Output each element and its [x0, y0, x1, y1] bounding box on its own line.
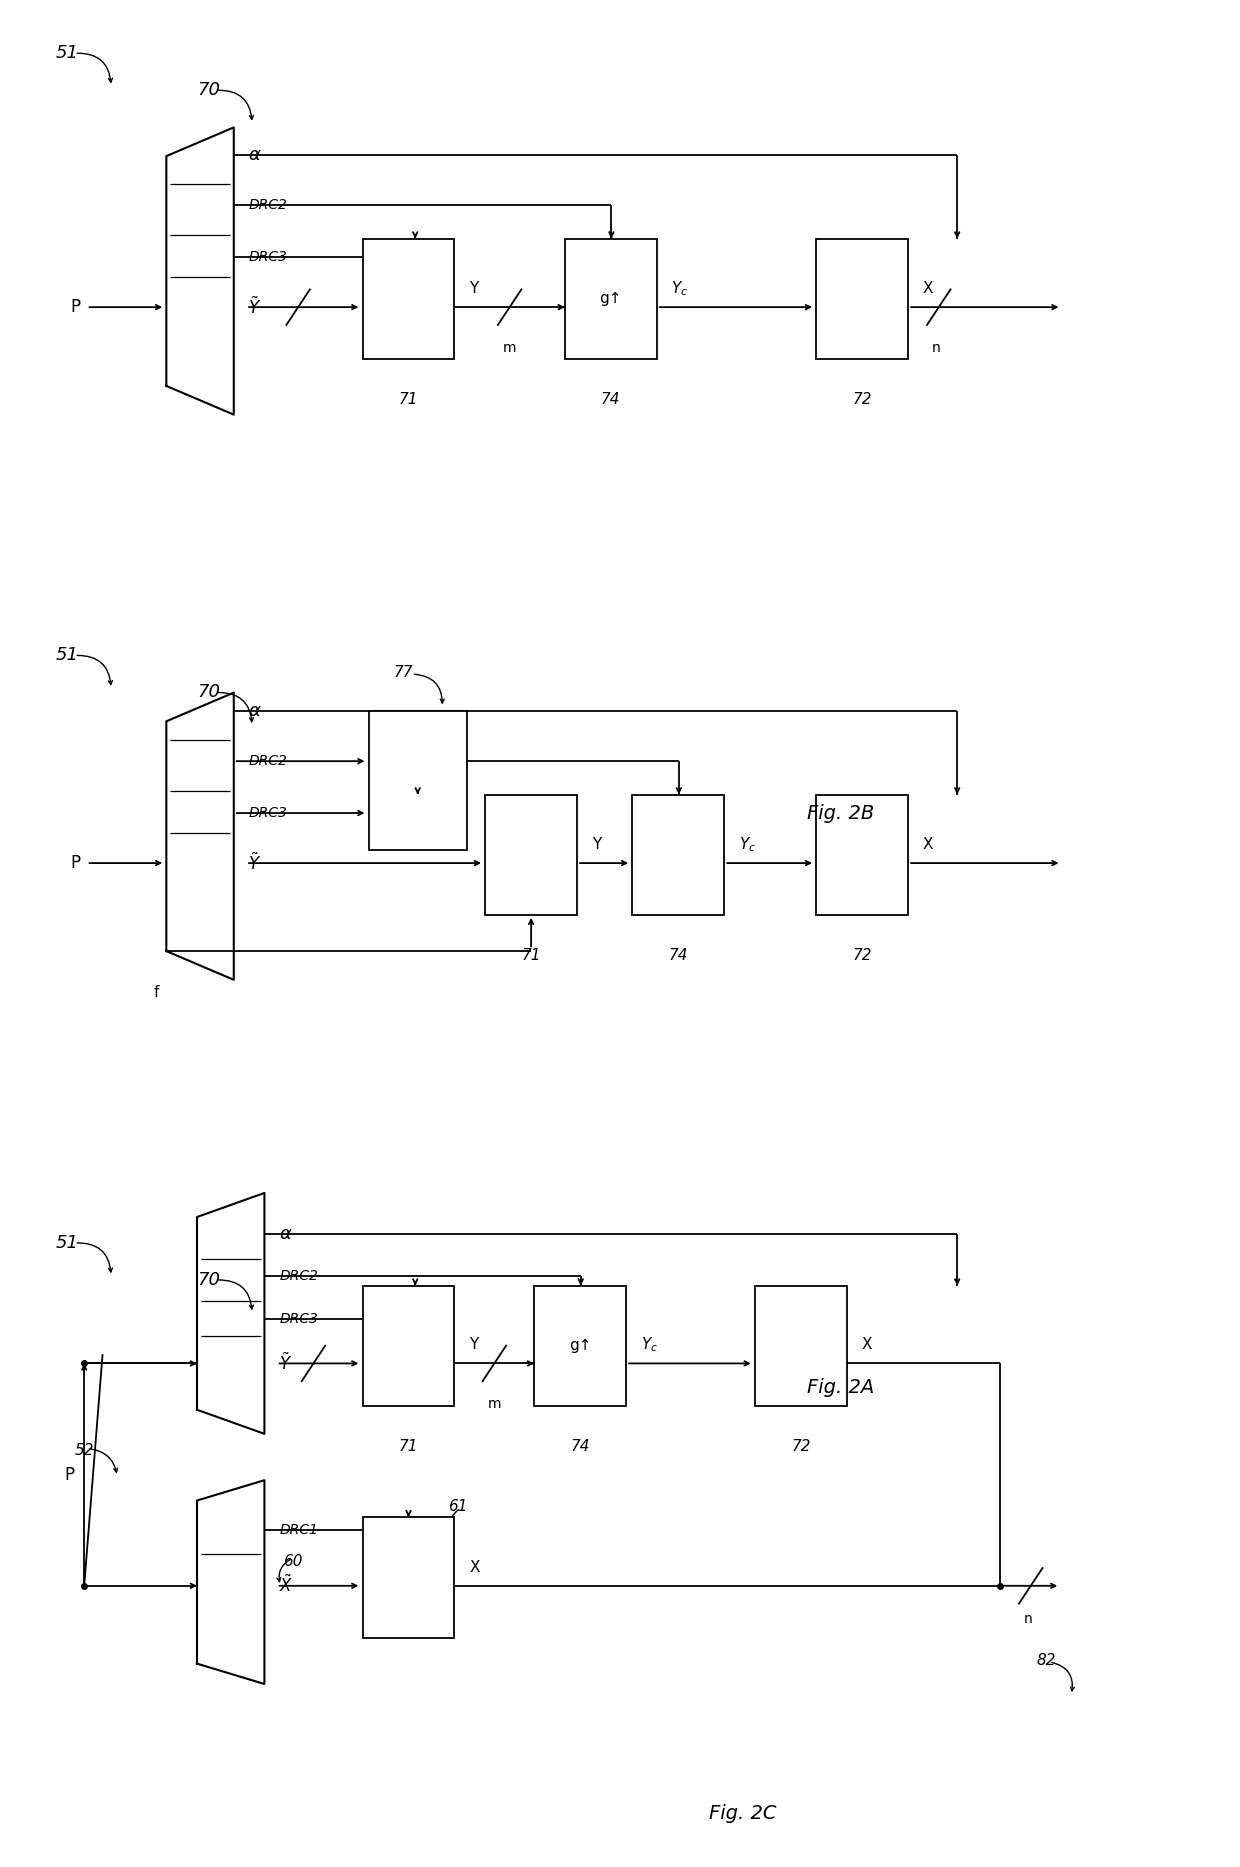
Text: P: P — [71, 299, 81, 316]
Text: g↑: g↑ — [569, 1339, 591, 1354]
Text: 70: 70 — [197, 1271, 219, 1288]
Text: DRC3: DRC3 — [279, 1313, 317, 1326]
Text: P: P — [71, 853, 81, 872]
Text: P: P — [64, 1466, 74, 1484]
Text: Y: Y — [591, 836, 601, 851]
Text: DRC2: DRC2 — [279, 1270, 317, 1283]
Bar — [565, 239, 657, 358]
Text: Y: Y — [469, 1337, 479, 1352]
Bar — [362, 239, 455, 358]
Text: $Y_c$: $Y_c$ — [641, 1335, 658, 1354]
Bar — [534, 1286, 626, 1406]
Bar — [816, 795, 908, 915]
Text: 71: 71 — [521, 948, 541, 963]
Text: Fig. 2A: Fig. 2A — [807, 1378, 874, 1397]
Text: $Y_c$: $Y_c$ — [672, 280, 688, 299]
Text: $\tilde{Y}$: $\tilde{Y}$ — [248, 853, 262, 874]
Text: Y: Y — [469, 282, 479, 297]
Text: $Y_c$: $Y_c$ — [739, 835, 756, 853]
Text: $\alpha$: $\alpha$ — [248, 702, 262, 721]
Text: 71: 71 — [399, 1439, 418, 1454]
Bar — [362, 1286, 455, 1406]
Text: X: X — [469, 1559, 480, 1574]
Bar — [632, 795, 724, 915]
Text: 74: 74 — [668, 948, 688, 963]
Text: 74: 74 — [601, 392, 620, 407]
Text: $\tilde{X}$: $\tilde{X}$ — [279, 1576, 294, 1596]
Text: n: n — [932, 342, 941, 355]
Text: $\tilde{Y}$: $\tilde{Y}$ — [248, 297, 262, 317]
Text: DRC2: DRC2 — [248, 754, 288, 767]
Text: g↑: g↑ — [600, 291, 622, 306]
Text: DRC3: DRC3 — [248, 807, 288, 820]
Text: 51: 51 — [56, 45, 79, 62]
Text: DRC1: DRC1 — [279, 1523, 317, 1537]
Text: X: X — [862, 1337, 872, 1352]
Text: 82: 82 — [1037, 1652, 1056, 1667]
Text: f: f — [154, 986, 160, 1001]
Text: 61: 61 — [449, 1499, 467, 1514]
Text: 51: 51 — [56, 1234, 79, 1251]
Text: 74: 74 — [570, 1439, 590, 1454]
Bar — [368, 711, 466, 849]
Text: X: X — [923, 282, 934, 297]
Text: 77: 77 — [393, 665, 413, 680]
Text: DRC2: DRC2 — [248, 198, 288, 213]
Text: 72: 72 — [852, 392, 872, 407]
Text: Fig. 2B: Fig. 2B — [807, 803, 874, 823]
Text: $\tilde{Y}$: $\tilde{Y}$ — [279, 1354, 293, 1374]
Text: m: m — [503, 342, 516, 355]
Bar — [362, 1518, 455, 1637]
Text: X: X — [923, 836, 934, 851]
Text: 60: 60 — [283, 1555, 303, 1570]
Text: 72: 72 — [791, 1439, 811, 1454]
Text: 51: 51 — [56, 646, 79, 665]
Text: n: n — [1024, 1611, 1033, 1626]
Text: 72: 72 — [852, 948, 872, 963]
Text: 70: 70 — [197, 683, 219, 702]
Bar — [755, 1286, 847, 1406]
Bar — [816, 239, 908, 358]
Text: DRC3: DRC3 — [248, 250, 288, 263]
Bar — [485, 795, 577, 915]
Text: 71: 71 — [399, 392, 418, 407]
Text: 52: 52 — [74, 1443, 94, 1458]
Text: $\alpha$: $\alpha$ — [279, 1225, 293, 1243]
Text: $\alpha$: $\alpha$ — [248, 146, 262, 164]
Text: m: m — [487, 1397, 501, 1411]
Text: Fig. 2C: Fig. 2C — [709, 1804, 776, 1824]
Text: 70: 70 — [197, 80, 219, 99]
